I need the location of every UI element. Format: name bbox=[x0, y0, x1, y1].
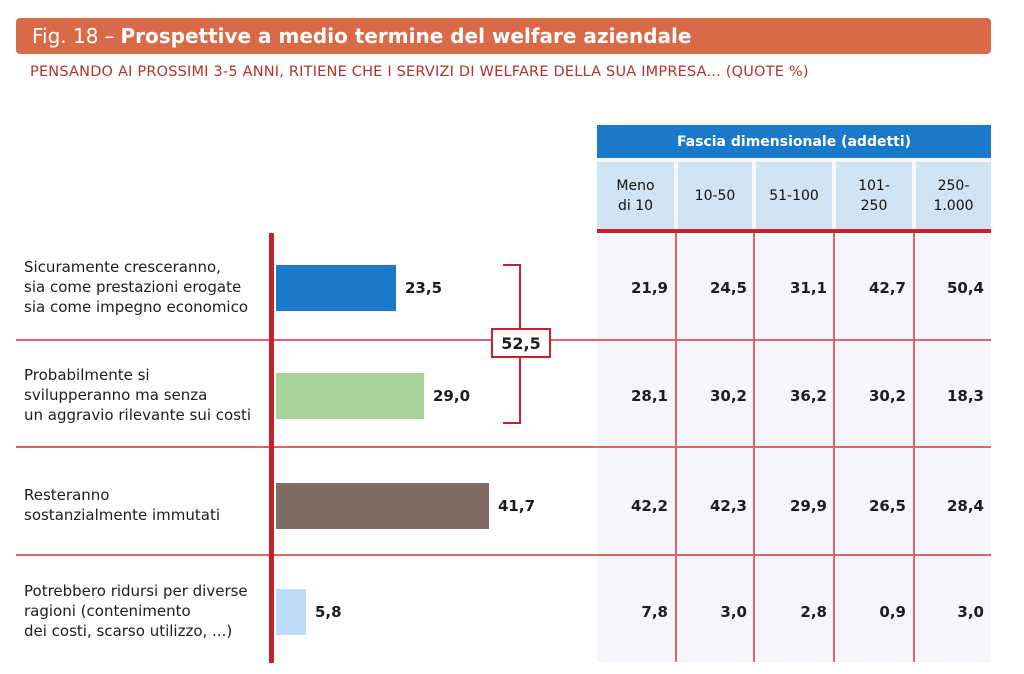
cell-r2-c5: 18,3 bbox=[946, 387, 984, 405]
column-header-5: 250- 1.000 bbox=[916, 162, 991, 229]
title-dash: – bbox=[104, 24, 115, 48]
column-header-1: Meno di 10 bbox=[597, 162, 674, 229]
cell-r1-c5: 50,4 bbox=[946, 279, 984, 297]
figure-number: Fig. 18 bbox=[32, 24, 99, 48]
header-rule bbox=[597, 229, 991, 233]
bar-2 bbox=[276, 373, 424, 419]
figure-title-bar: Fig. 18 – Prospettive a medio termine de… bbox=[16, 18, 991, 54]
column-header-4: 101- 250 bbox=[836, 162, 912, 229]
cell-r3-c1: 42,2 bbox=[630, 497, 668, 515]
chart-axis bbox=[269, 233, 274, 663]
category-label-1: Sicuramente cresceranno, sia come prestaz… bbox=[24, 258, 249, 316]
cell-r2-c4: 30,2 bbox=[868, 387, 906, 405]
bar-value-3: 41,7 bbox=[498, 497, 536, 515]
cell-r4-c1: 7,8 bbox=[641, 603, 668, 621]
bar-3 bbox=[276, 483, 489, 529]
cell-r2-c2: 30,2 bbox=[709, 387, 747, 405]
column-header-3: 51-100 bbox=[756, 162, 832, 229]
bar-value-2: 29,0 bbox=[433, 387, 471, 405]
column-header-2: 10-50 bbox=[678, 162, 752, 229]
bar-value-4: 5,8 bbox=[315, 603, 342, 621]
cell-r4-c4: 0,9 bbox=[879, 603, 906, 621]
category-label-4: Potrebbero ridursi per diverse ragioni (c… bbox=[24, 582, 248, 640]
cell-r1-c4: 42,7 bbox=[868, 279, 906, 297]
bar-1 bbox=[276, 265, 396, 311]
table-group-header: Fascia dimensionale (addetti) bbox=[597, 125, 991, 158]
cell-r3-c5: 28,4 bbox=[946, 497, 984, 515]
cell-r4-c3: 2,8 bbox=[800, 603, 827, 621]
cell-r4-c5: 3,0 bbox=[957, 603, 984, 621]
cell-r4-c2: 3,0 bbox=[720, 603, 747, 621]
sum-value: 52,5 bbox=[491, 328, 551, 358]
category-label-3: Resteranno sostanzialmente immutati bbox=[24, 486, 221, 524]
bar-4 bbox=[276, 589, 306, 635]
cell-r3-c4: 26,5 bbox=[868, 497, 906, 515]
bar-value-1: 23,5 bbox=[405, 279, 443, 297]
row-divider-2 bbox=[16, 446, 991, 448]
category-label-2: Probabilmente si svilupperanno ma senza un… bbox=[24, 366, 252, 424]
cell-r2-c1: 28,1 bbox=[630, 387, 668, 405]
figure-subtitle: PENSANDO AI PROSSIMI 3-5 ANNI, RITIENE C… bbox=[30, 64, 809, 80]
cell-r3-c2: 42,3 bbox=[709, 497, 747, 515]
column-divider-4 bbox=[913, 233, 915, 662]
column-divider-3 bbox=[833, 233, 835, 662]
figure-title: Prospettive a medio termine del welfare … bbox=[120, 24, 692, 48]
cell-r2-c3: 36,2 bbox=[789, 387, 827, 405]
cell-r1-c1: 21,9 bbox=[630, 279, 668, 297]
cell-r1-c3: 31,1 bbox=[789, 279, 827, 297]
row-divider-3 bbox=[16, 554, 991, 556]
cell-r3-c3: 29,9 bbox=[789, 497, 827, 515]
column-divider-2 bbox=[753, 233, 755, 662]
cell-r1-c2: 24,5 bbox=[709, 279, 747, 297]
column-divider-1 bbox=[675, 233, 677, 662]
